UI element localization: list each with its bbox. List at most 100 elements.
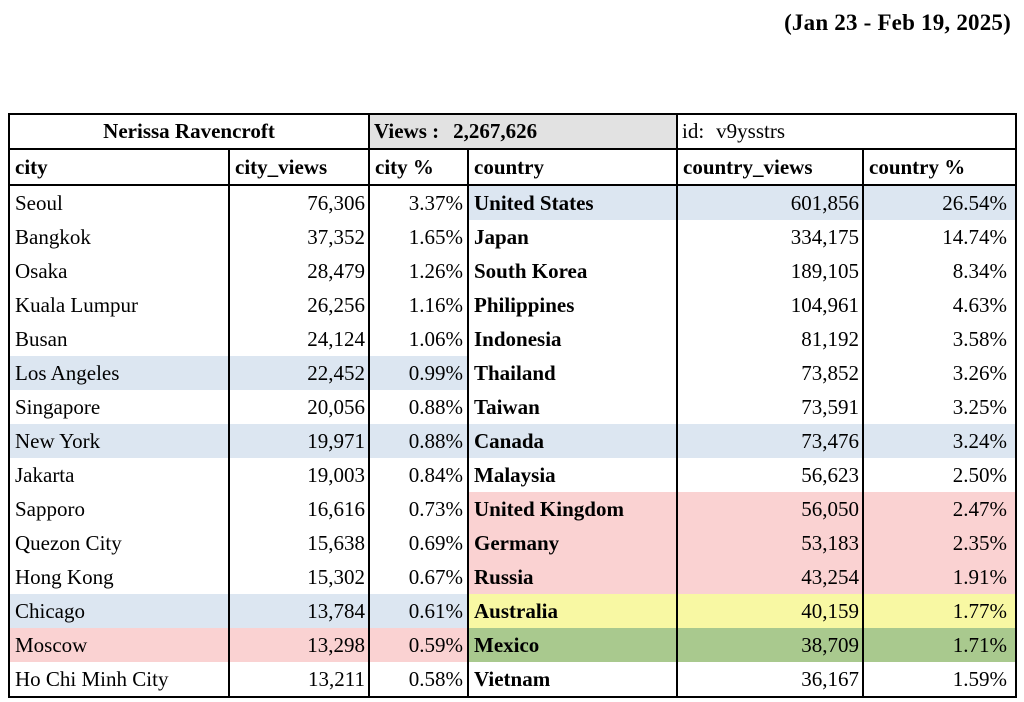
cell-country-views: 36,167 — [678, 662, 864, 696]
cell-country-views: 43,254 — [678, 560, 864, 594]
cell-country: Japan — [469, 220, 678, 254]
cell-country-pct: 14.74% — [942, 224, 1007, 249]
cell-city-pct: 0.99% — [370, 356, 469, 390]
cell-city-views: 19,971 — [230, 424, 370, 458]
cell-country-pct: 3.25% — [952, 394, 1007, 419]
cell-country-pct: 3.58% — [952, 326, 1007, 351]
cell-city-pct: 0.67% — [370, 560, 469, 594]
cell-country-pct: 4.63% — [952, 292, 1007, 317]
cell-city-pct: 1.06% — [370, 322, 469, 356]
cell-city-views: 26,256 — [230, 288, 370, 322]
cell-city-pct: 1.16% — [370, 288, 469, 322]
cell-city: Hong Kong — [10, 560, 230, 594]
cell-country-pct: 3.24% — [864, 424, 1015, 458]
cell-country: United States — [469, 186, 678, 220]
cell-city-views: 37,352 — [230, 220, 370, 254]
cell-city: Quezon City — [10, 526, 230, 560]
cell-city-views: 13,784 — [230, 594, 370, 628]
cell-country-views: 56,623 — [678, 458, 864, 492]
cell-city: Moscow — [10, 628, 230, 662]
channel-title: Nerissa Ravencroft — [10, 115, 370, 148]
cell-city-views: 15,302 — [230, 560, 370, 594]
cell-country-pct: 2.35% — [864, 526, 1015, 560]
cell-country-views: 334,175 — [678, 220, 864, 254]
cell-country-pct: 1.91% — [864, 560, 1015, 594]
cell-country-views: 53,183 — [678, 526, 864, 560]
report-table: Nerissa Ravencroft Views : 2,267,626 id: v… — [8, 113, 1017, 698]
cell-country: United Kingdom — [469, 492, 678, 526]
cell-country: Germany — [469, 526, 678, 560]
cell-city: Bangkok — [10, 220, 230, 254]
cell-country: South Korea — [469, 254, 678, 288]
cell-country-pct: 8.34% — [952, 258, 1007, 283]
cell-city-pct: 0.59% — [370, 628, 469, 662]
views-total: 2,267,626 — [453, 119, 538, 143]
cell-country: Philippines — [469, 288, 678, 322]
views-label: Views : — [374, 119, 440, 143]
cell-city-views: 19,003 — [230, 458, 370, 492]
cell-city-pct: 0.69% — [370, 526, 469, 560]
cell-country-views: 40,159 — [678, 594, 864, 628]
cell-city: Los Angeles — [10, 356, 230, 390]
cell-country-views: 81,192 — [678, 322, 864, 356]
cell-country: Thailand — [469, 356, 678, 390]
cell-city-pct: 0.88% — [370, 424, 469, 458]
cell-city: Sapporo — [10, 492, 230, 526]
cell-city: Kuala Lumpur — [10, 288, 230, 322]
cell-city-views: 16,616 — [230, 492, 370, 526]
cell-city-pct: 1.65% — [370, 220, 469, 254]
cell-city-views: 15,638 — [230, 526, 370, 560]
cell-city: Busan — [10, 322, 230, 356]
cell-country: Australia — [469, 594, 678, 628]
cell-city: New York — [10, 424, 230, 458]
col-header-city-pct: city % — [370, 148, 469, 186]
cell-city-pct: 1.26% — [370, 254, 469, 288]
cell-city: Osaka — [10, 254, 230, 288]
cell-country-views: 56,050 — [678, 492, 864, 526]
cell-city-pct: 0.88% — [370, 390, 469, 424]
cell-city: Ho Chi Minh City — [10, 662, 230, 696]
cell-country-views: 73,591 — [678, 390, 864, 424]
cell-country-pct: 1.71% — [864, 628, 1015, 662]
cell-country-pct: 3.26% — [952, 360, 1007, 385]
cell-country: Taiwan — [469, 390, 678, 424]
col-header-country-pct: country % — [864, 148, 1015, 186]
cell-country: Indonesia — [469, 322, 678, 356]
col-header-country-views: country_views — [678, 148, 864, 186]
cell-country-pct: 2.47% — [864, 492, 1015, 526]
cell-city-views: 22,452 — [230, 356, 370, 390]
cell-city-views: 76,306 — [230, 186, 370, 220]
cell-city-views: 24,124 — [230, 322, 370, 356]
cell-city-pct: 0.73% — [370, 492, 469, 526]
col-header-city: city — [10, 148, 230, 186]
cell-city-pct: 0.61% — [370, 594, 469, 628]
col-header-country: country — [469, 148, 678, 186]
cell-city: Jakarta — [10, 458, 230, 492]
cell-city-views: 13,211 — [230, 662, 370, 696]
id-label: id: — [682, 119, 705, 143]
cell-city-views: 13,298 — [230, 628, 370, 662]
cell-city-views: 20,056 — [230, 390, 370, 424]
cell-city-pct: 3.37% — [370, 186, 469, 220]
total-views-cell: Views : 2,267,626 — [370, 115, 678, 148]
cell-city: Seoul — [10, 186, 230, 220]
cell-city: Chicago — [10, 594, 230, 628]
cell-country-views: 189,105 — [678, 254, 864, 288]
cell-country-pct: 1.77% — [864, 594, 1015, 628]
cell-country-pct: 1.59% — [952, 666, 1007, 691]
cell-country-views: 601,856 — [678, 186, 864, 220]
cell-city: Singapore — [10, 390, 230, 424]
channel-id-cell: id: v9ysstrs — [678, 115, 1015, 148]
col-header-city-views: city_views — [230, 148, 370, 186]
cell-city-views: 28,479 — [230, 254, 370, 288]
cell-country-pct: 2.50% — [952, 462, 1007, 487]
cell-country-pct: 26.54% — [864, 186, 1015, 220]
date-range: (Jan 23 - Feb 19, 2025) — [784, 10, 1011, 35]
cell-city-pct: 0.84% — [370, 458, 469, 492]
cell-country: Vietnam — [469, 662, 678, 696]
cell-country: Canada — [469, 424, 678, 458]
id-value: v9ysstrs — [716, 119, 786, 143]
cell-country-views: 104,961 — [678, 288, 864, 322]
cell-country: Mexico — [469, 628, 678, 662]
